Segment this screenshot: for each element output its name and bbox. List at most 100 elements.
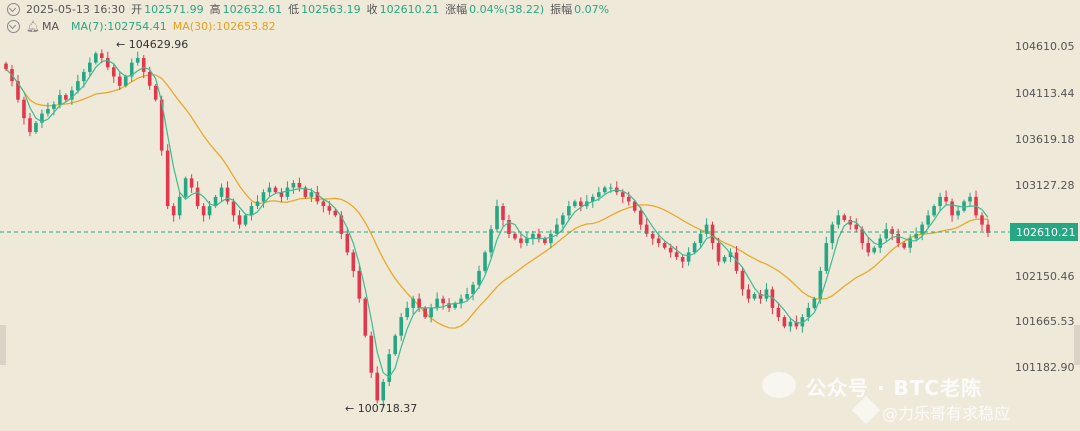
candle-body: [327, 206, 332, 211]
candle-body: [680, 257, 685, 262]
candle-body: [82, 71, 86, 82]
candle-body: [501, 206, 505, 220]
right-scroll-handle[interactable]: [1074, 325, 1080, 365]
candle-body: [650, 233, 655, 239]
candle-body: [315, 192, 320, 202]
collapse-ma-icon[interactable]: [7, 19, 20, 33]
candle-body: [746, 289, 751, 299]
candle-body: [549, 233, 553, 244]
candle-body: [662, 243, 667, 248]
candle-body: [123, 76, 128, 86]
candle-body: [303, 187, 308, 197]
candle-body: [716, 243, 721, 262]
candle-body: [854, 224, 859, 230]
amplitude-value: 0.07%: [574, 2, 610, 16]
candle-body: [573, 201, 577, 207]
candle-body: [64, 95, 68, 100]
candle-body: [794, 321, 799, 327]
y-tick-label: 104113.44: [1015, 87, 1075, 100]
candle-body: [237, 215, 242, 225]
candle-body: [944, 196, 948, 202]
candle-body: [752, 294, 757, 299]
change-value: 0.04%(38.22): [469, 2, 545, 16]
candle-body: [76, 81, 80, 91]
candle-body: [531, 233, 535, 239]
watermark-line2: @力乐哥有求稳应: [882, 404, 1011, 423]
candle-body: [411, 298, 415, 308]
candle-body: [602, 187, 607, 193]
close-value: 102610.21: [379, 2, 440, 16]
candle-body: [686, 252, 691, 262]
candle-body: [638, 210, 643, 225]
change-label: 涨幅: [445, 3, 468, 16]
y-tick-label: 104610.05: [1015, 40, 1075, 53]
watermark-line1: 公众号 · BTC老陈: [806, 376, 983, 400]
candle-body: [249, 206, 254, 216]
candle-body: [369, 335, 374, 373]
candle-body: [489, 229, 493, 253]
candle-body: [417, 298, 421, 308]
open-value: 102571.99: [144, 2, 204, 16]
candle-body: [22, 99, 26, 119]
ohlc-info-row: 2025-05-13 16:30 开 102571.99 高 102632.61 低…: [0, 0, 609, 18]
candle-body: [483, 252, 487, 271]
candle-body: [46, 108, 50, 114]
candle-body: [620, 192, 625, 197]
candle-body: [177, 196, 182, 216]
ma-legend-row: 🔔︎ MA MA(7):102754.41 MA(30):102653.82: [0, 17, 276, 35]
candle-body: [465, 294, 469, 299]
candle-body: [333, 210, 338, 216]
y-tick-label: 103619.18: [1015, 133, 1075, 146]
candle-body: [591, 196, 595, 202]
candle-body: [267, 187, 272, 193]
candle-body: [52, 104, 56, 109]
candle-body: [782, 317, 787, 327]
candle-body: [117, 76, 122, 86]
high-marker: ← 104629.96: [116, 38, 188, 51]
candle-body: [345, 233, 350, 253]
candle-body: [219, 187, 224, 197]
candle-body: [962, 201, 966, 211]
candle-body: [608, 187, 613, 189]
candle-body: [950, 201, 954, 216]
candle-body: [363, 298, 368, 336]
candle-body: [758, 294, 763, 299]
candle-body: [632, 201, 637, 211]
high-value: 102632.61: [222, 2, 283, 16]
candle-body: [201, 206, 206, 216]
bell-icon[interactable]: 🔔︎: [26, 19, 40, 33]
candle-body: [914, 233, 918, 239]
candle-body: [273, 187, 278, 193]
candle-body: [70, 90, 74, 100]
candle-body: [129, 62, 134, 77]
candle-body: [734, 252, 739, 271]
candle-body: [866, 243, 871, 253]
candle-body: [393, 335, 398, 355]
candle-body: [105, 58, 110, 68]
candle-body: [956, 210, 960, 216]
candle-body: [225, 187, 230, 202]
collapse-icon[interactable]: [7, 2, 20, 16]
candle-body: [938, 196, 942, 207]
y-tick-label: 101665.53: [1015, 315, 1075, 328]
candle-body: [926, 215, 930, 225]
candle-body: [321, 201, 326, 207]
candle-body: [704, 224, 709, 234]
candle-body: [740, 270, 745, 290]
candle-body: [159, 99, 164, 151]
candle-body: [171, 206, 176, 216]
candle-body: [213, 196, 218, 207]
close-label: 收: [366, 3, 378, 16]
left-scroll-handle[interactable]: [0, 325, 6, 365]
candle-body: [668, 247, 673, 253]
candle-body: [40, 113, 44, 123]
candle-body: [165, 150, 170, 207]
candle-body: [596, 192, 601, 197]
candle-body: [279, 192, 284, 197]
y-tick-label: 101182.90: [1015, 361, 1075, 374]
candle-body: [710, 224, 715, 244]
candle-body: [453, 303, 457, 308]
candle-body: [34, 122, 38, 133]
candle-body: [243, 215, 248, 225]
